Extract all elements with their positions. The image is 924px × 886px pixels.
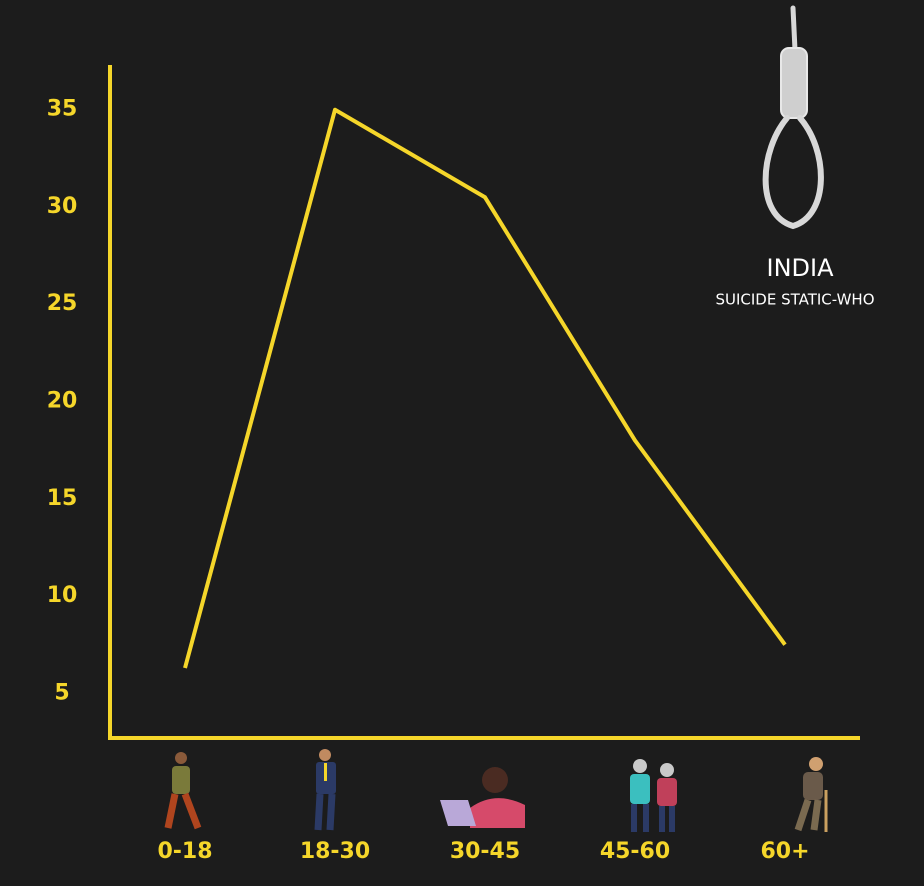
y-tick-label: 5 — [54, 680, 69, 705]
y-tick-label: 30 — [47, 194, 78, 219]
x-tick-label: 45-60 — [600, 839, 670, 864]
x-tick-label: 60+ — [760, 839, 809, 864]
page: {"chart_data": {"type": "line", "title":… — [0, 0, 924, 886]
y-tick-label: 35 — [47, 97, 78, 122]
x-tick-label: 30-45 — [450, 839, 520, 864]
y-tick-label: 25 — [47, 291, 78, 316]
x-tick-label: 18-30 — [300, 839, 370, 864]
background — [0, 0, 924, 886]
chart: INDIA SUICIDE STATIC-WHO 5 10 15 20 25 30 35 0-… — [0, 0, 924, 886]
y-tick-label: 20 — [47, 389, 78, 414]
y-tick-label: 10 — [47, 583, 78, 608]
x-tick-label: 0-18 — [157, 839, 212, 864]
chart-title: INDIA — [766, 254, 834, 282]
chart-subtitle: SUICIDE STATIC-WHO — [715, 291, 874, 309]
y-tick-label: 15 — [47, 486, 78, 511]
